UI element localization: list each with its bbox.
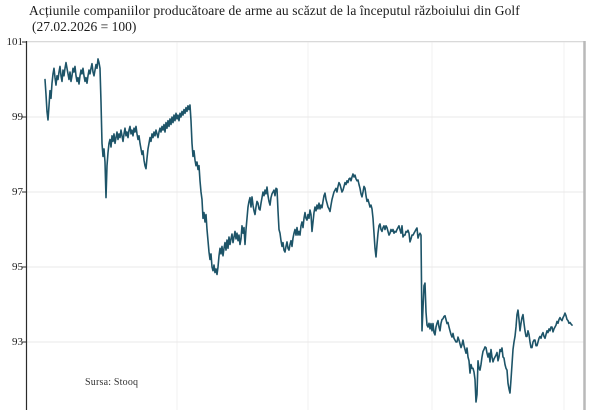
price-series-line: [44, 58, 573, 403]
y-axis-tick-label: 93: [12, 335, 23, 348]
chart-title: Acțiunile companiilor producătoare de ar…: [29, 3, 520, 18]
source-label: Sursa: Stooq: [85, 377, 139, 388]
y-axis-tick-label: 95: [12, 260, 23, 273]
y-axis-tick-label: 97: [12, 185, 23, 198]
y-axis-tick-label: 99: [12, 110, 23, 123]
chart-header: Acțiunile companiilor producătoare de ar…: [29, 2, 520, 35]
chart-subtitle: (27.02.2026 = 100): [32, 19, 137, 34]
y-axis-tick-label: 101: [6, 35, 24, 48]
